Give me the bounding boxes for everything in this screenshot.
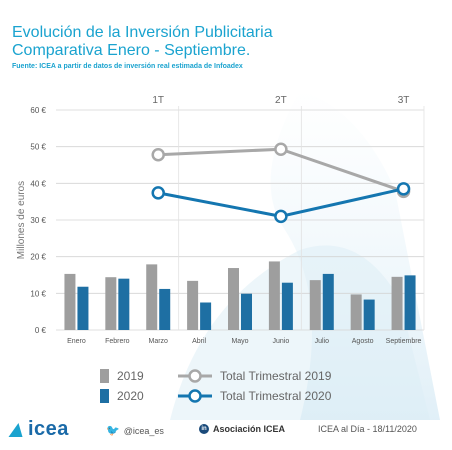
- trimestral-point: [396, 182, 411, 196]
- bar-2019-junio: [268, 261, 280, 330]
- legend-2020-label: 2020: [117, 389, 144, 403]
- bar-2020-julio: [322, 273, 334, 330]
- bar-2020-mayo: [241, 293, 252, 330]
- y-tick-label: 50 €: [30, 143, 46, 152]
- x-tick-label: Junio: [273, 338, 290, 345]
- background-shape: [170, 90, 440, 420]
- footer-date: ICEA al Día - 18/11/2020: [318, 424, 417, 434]
- legend-trimestral-2020-swatch-marker: [188, 389, 202, 403]
- x-tick-label: Marzo: [148, 338, 168, 345]
- x-tick-label: Abril: [192, 338, 206, 345]
- twitter-link[interactable]: 🐦 @icea_es: [106, 424, 164, 437]
- icea-logo-icon: [8, 422, 26, 437]
- bar-2020-marzo: [159, 288, 171, 330]
- legend-trimestral-2020-label: Total Trimestral 2020: [220, 389, 332, 403]
- bar-2019-enero: [64, 273, 76, 330]
- investment-chart: 1T 2T 3T 0 € 10 € 20 € 30 € 40 € 50 € 60 € Millon…: [16, 90, 440, 420]
- y-tick-label: 40 €: [30, 179, 46, 188]
- bar-2019-mayo: [228, 268, 239, 330]
- legend-2020-swatch: [100, 389, 109, 403]
- quarter-label: 3T: [398, 95, 410, 106]
- x-tick-label: Febrero: [105, 338, 130, 345]
- y-axis-label: Millones de euros: [16, 181, 27, 259]
- twitter-icon: 🐦: [106, 425, 120, 437]
- x-tick-label: Septiembre: [386, 338, 422, 345]
- bar-2020-enero: [77, 286, 89, 330]
- y-tick-label: 10 €: [30, 289, 46, 298]
- bar-2019-agosto: [350, 294, 362, 330]
- bar-2020-junio: [281, 282, 293, 330]
- bar-2020-agosto: [363, 299, 375, 330]
- y-tick-label: 20 €: [30, 253, 46, 262]
- bar-2019-marzo: [146, 264, 158, 330]
- title-line-2: Comparativa Enero - Septiembre.: [12, 42, 251, 59]
- quarter-label: 2T: [275, 95, 287, 106]
- x-tick-label: Agosto: [352, 338, 374, 345]
- legend-2019-label: 2019: [117, 369, 144, 383]
- quarter-label: 1T: [152, 95, 164, 106]
- linkedin-icon: in: [199, 424, 209, 434]
- chart-title: Evolución de la Inversión Publicitaria C…: [12, 24, 442, 60]
- title-line-1: Evolución de la Inversión Publicitaria: [12, 24, 273, 41]
- legend-trimestral-2019-label: Total Trimestral 2019: [220, 369, 332, 383]
- bar-2020-febrero: [118, 278, 130, 330]
- trimestral-point: [151, 147, 165, 162]
- bar-2020-septiembre: [404, 275, 416, 330]
- x-tick-label: Julio: [315, 338, 330, 345]
- trimestral-point: [274, 209, 288, 224]
- bar-2019-febrero: [105, 277, 117, 330]
- legend-2019-swatch: [100, 369, 109, 383]
- trimestral-point: [151, 186, 165, 200]
- legend-trimestral-2019-swatch-marker: [188, 369, 202, 383]
- footer: icea 🐦 @icea_es in Asociación ICEA ICEA …: [0, 418, 452, 446]
- icea-logo[interactable]: icea: [8, 418, 69, 441]
- bar-2019-julio: [309, 280, 321, 330]
- x-tick-label: Enero: [67, 338, 86, 345]
- trimestral-point: [274, 142, 288, 156]
- logo-text: icea: [28, 418, 69, 440]
- bar-2019-abril: [187, 280, 199, 330]
- twitter-handle: @icea_es: [123, 425, 164, 436]
- chart-source: Fuente: ICEA a partir de datos de invers…: [12, 63, 243, 70]
- y-tick-label: 30 €: [30, 216, 46, 225]
- y-tick-label: 0 €: [35, 326, 47, 335]
- linkedin-label: Asociación ICEA: [213, 424, 286, 434]
- bar-2019-septiembre: [391, 276, 403, 330]
- y-tick-label: 60 €: [30, 106, 46, 115]
- x-tick-label: Mayo: [231, 338, 248, 345]
- linkedin-link[interactable]: in Asociación ICEA: [199, 424, 285, 434]
- bar-2020-abril: [200, 302, 212, 330]
